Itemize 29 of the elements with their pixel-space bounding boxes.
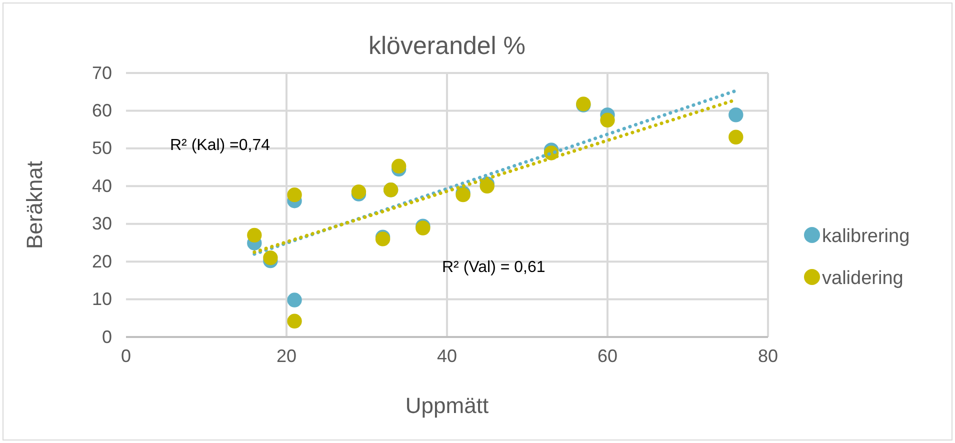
point <box>728 130 744 144</box>
y-tick-label: 40 <box>92 176 112 196</box>
x-tick-label: 40 <box>436 346 458 366</box>
y-tick-label: 0 <box>102 326 112 347</box>
point <box>247 228 262 243</box>
y-tick-label: 30 <box>92 214 112 234</box>
point <box>728 108 744 122</box>
y-tick-label: 50 <box>92 138 112 158</box>
annotation: R² (Kal) =0,74 <box>170 137 270 154</box>
x-tick-label: 60 <box>597 346 618 366</box>
legend-label: validering <box>822 268 904 289</box>
y-tick-label: 20 <box>92 251 112 272</box>
point <box>600 112 615 128</box>
point <box>287 292 302 308</box>
point <box>287 314 302 328</box>
x-tick-label: 80 <box>758 346 778 366</box>
chart-title: klöverandel % <box>368 32 526 60</box>
y-axis-title: Beräknat <box>22 160 47 250</box>
point <box>391 158 406 174</box>
legend-label: kalibrering <box>822 226 910 247</box>
point <box>287 187 302 202</box>
point <box>263 250 278 266</box>
y-tick-label: 70 <box>92 62 112 83</box>
x-tick-label: 0 <box>120 346 132 366</box>
y-tick-label: 10 <box>92 289 112 310</box>
x-axis-title: Uppmätt <box>405 393 489 418</box>
x-tick-label: 20 <box>276 346 297 366</box>
annotation: R² (Val) = 0,61 <box>442 259 546 276</box>
y-tick-label: 60 <box>92 100 112 120</box>
